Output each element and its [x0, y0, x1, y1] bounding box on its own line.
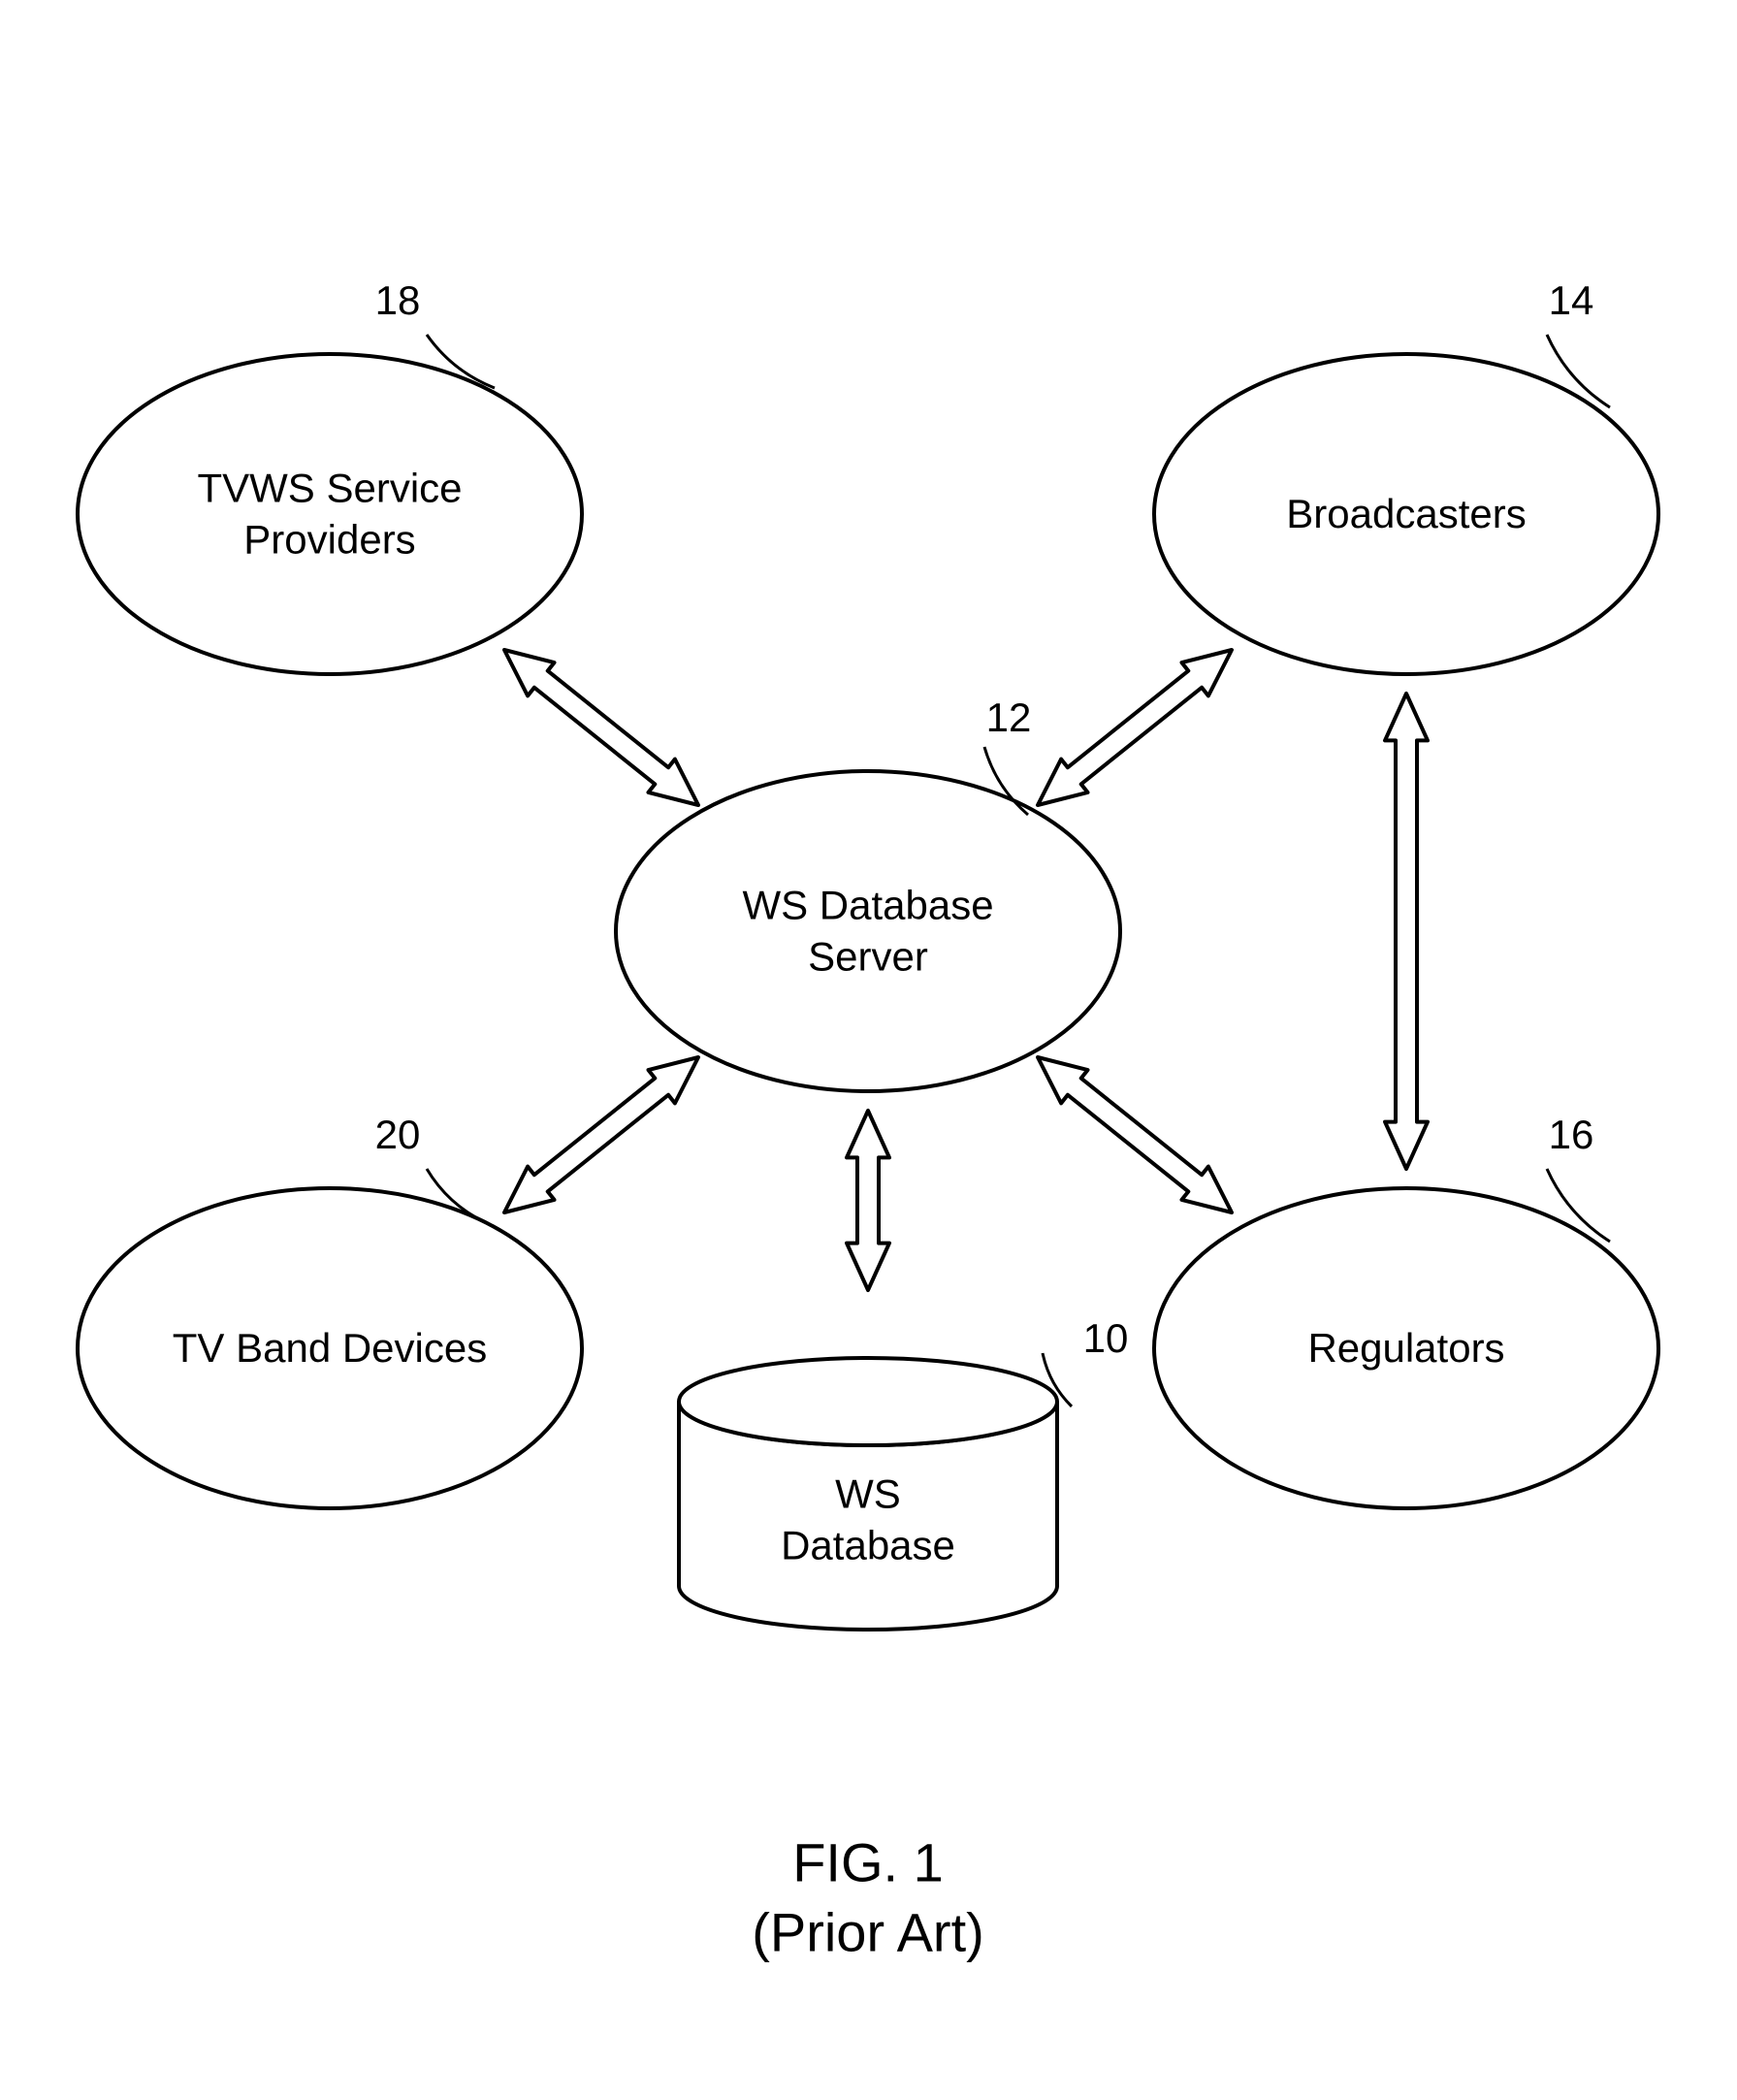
node-ws-database-top — [679, 1358, 1057, 1445]
edge-ws-db-server-ws-database — [847, 1111, 889, 1290]
edge-ws-db-server-regulators — [1038, 1057, 1232, 1212]
edge-ws-db-server-tv-band-devices — [504, 1057, 698, 1212]
figure-page: { "figure": { "type": "network", "backgr… — [0, 0, 1737, 2100]
reference-numeral-10: 10 — [1083, 1315, 1129, 1362]
node-label-tvws-providers: TVWS Service Providers — [197, 464, 462, 565]
node-label-regulators: Regulators — [1307, 1323, 1504, 1374]
edge-ws-db-server-broadcasters — [1038, 650, 1232, 805]
reference-numeral-18: 18 — [375, 277, 421, 324]
node-label-tv-band-devices: TV Band Devices — [173, 1323, 487, 1374]
edge-ws-db-server-tvws-providers — [504, 650, 698, 805]
reference-numeral-16: 16 — [1549, 1112, 1594, 1158]
node-label-broadcasters: Broadcasters — [1286, 489, 1526, 540]
node-label-ws-db-server: WS Database Server — [742, 881, 993, 983]
diagram-canvas — [0, 0, 1737, 2100]
reference-numeral-14: 14 — [1549, 277, 1594, 324]
figure-number: FIG. 1 — [792, 1831, 944, 1894]
node-label-ws-database: WS Database — [781, 1470, 955, 1571]
reference-numeral-20: 20 — [375, 1112, 421, 1158]
figure-subtitle: (Prior Art) — [752, 1901, 984, 1964]
reference-numeral-12: 12 — [986, 695, 1032, 741]
edge-broadcasters-regulators — [1385, 694, 1428, 1169]
